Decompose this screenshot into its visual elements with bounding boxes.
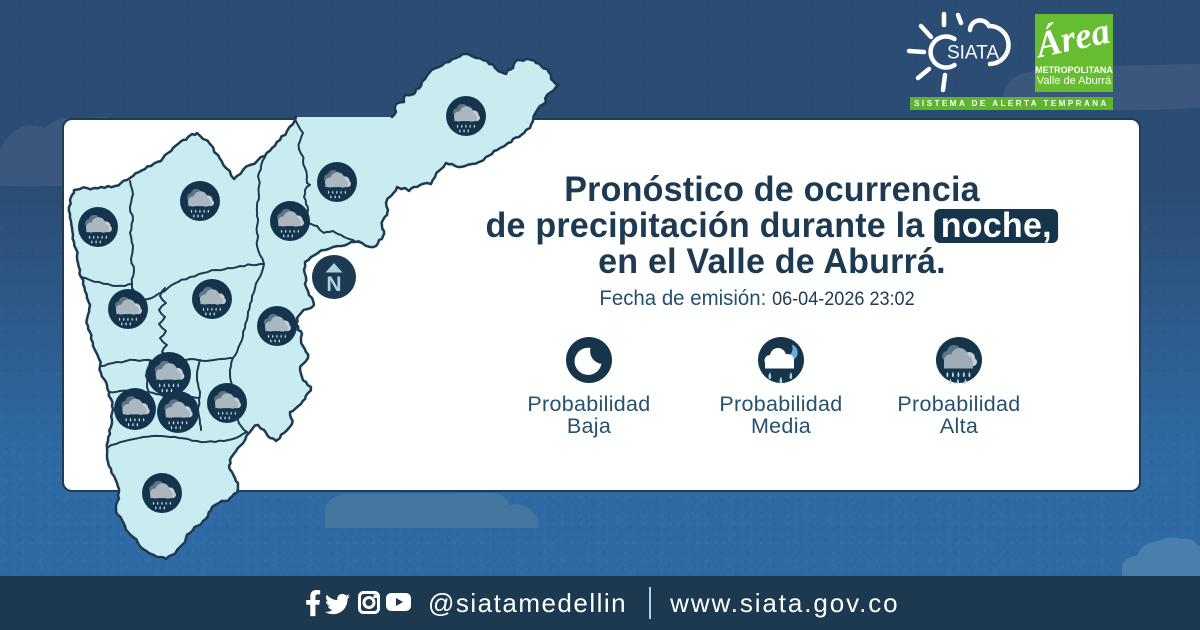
svg-text:SIATA: SIATA xyxy=(947,43,999,64)
svg-text:N: N xyxy=(326,273,341,296)
